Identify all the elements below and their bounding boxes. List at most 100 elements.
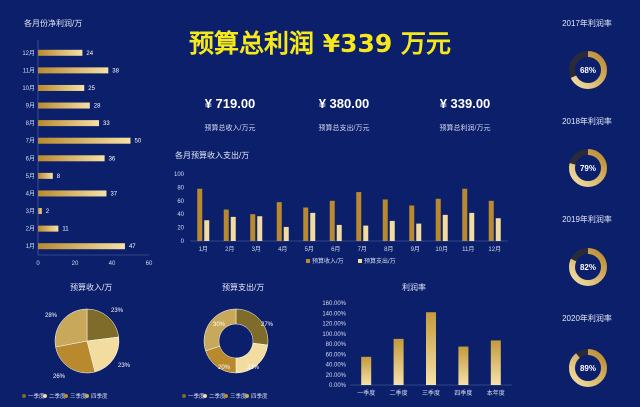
pie-legend-label: 三季度	[70, 392, 87, 400]
kpi-profit: ¥ 339.00 预算总利润/万元	[405, 96, 525, 133]
rate-tick-label: 100.00%	[322, 332, 346, 338]
pie-data-label: 23%	[118, 363, 131, 369]
cbar-legend-swatch	[358, 259, 362, 263]
cbar-bar	[276, 202, 282, 241]
hbar-category-label: 10月	[22, 85, 35, 92]
pie-data-label: 28%	[45, 313, 58, 319]
pie-legend-label: 一季度	[188, 392, 205, 400]
pie-data-label: 20%	[218, 365, 231, 371]
hbar-data-label: 37	[110, 191, 117, 197]
ring-progress	[569, 149, 607, 187]
hbar-tick-label: 40	[109, 261, 116, 267]
cbar-category-label: 6月	[331, 246, 340, 253]
ring-title-2017: 2017年利润率	[562, 19, 612, 28]
rate-bar	[361, 356, 372, 385]
pie-data-label: 30%	[213, 322, 226, 328]
pie-legend-swatch	[85, 394, 89, 398]
hbar-data-label: 33	[103, 121, 110, 127]
dashboard-title: 预算总利润 ¥339 万元	[189, 29, 451, 58]
hbar-data-label: 36	[109, 156, 116, 162]
hbar-tick-label: 60	[146, 261, 153, 267]
pie-legend-swatch	[182, 394, 186, 398]
hbar-bar	[38, 67, 109, 74]
cbar-category-label: 11月	[462, 246, 474, 253]
cbar-category-label: 7月	[358, 246, 367, 253]
pie-legend-swatch	[43, 394, 47, 398]
cbar-category-label: 2月	[225, 246, 234, 253]
pie-data-label: 26%	[53, 374, 66, 380]
cbar-bar	[462, 188, 468, 241]
rate-tick-label: 160.00%	[322, 301, 346, 307]
hbar-bar	[38, 155, 105, 162]
cbar-bar	[197, 188, 203, 241]
rate-tick-label: 0.00%	[329, 383, 347, 389]
cbar-tick-label: 20	[177, 226, 184, 232]
hbar-data-label: 38	[112, 68, 119, 74]
cbar-category-label: 10月	[435, 246, 448, 253]
ring-value-label: 79%	[580, 164, 596, 173]
cbar-bar	[303, 207, 309, 241]
rate-tick-label: 60.00%	[326, 352, 347, 358]
cbar-category-label: 12月	[488, 246, 501, 253]
hbar-bar	[38, 172, 53, 179]
hbar-data-label: 28	[94, 104, 101, 110]
hbar-bar	[38, 208, 42, 215]
pie-slice	[86, 308, 120, 342]
expense-donut-title: 预算支出/万	[222, 283, 265, 292]
pie-legend-label: 一季度	[28, 392, 45, 400]
kpi-expense-value: ¥ 380.00	[318, 96, 370, 111]
hbar-category-label: 12月	[22, 50, 35, 57]
kpi-income-value: ¥ 719.00	[204, 96, 256, 111]
pie-legend-swatch	[64, 394, 68, 398]
cbar-legend-label: 预算收入/万	[312, 257, 344, 265]
cbar-bar	[310, 212, 316, 241]
pie-legend-label: 二季度	[209, 392, 226, 400]
cbar-bar	[356, 192, 362, 241]
cbar-tick-label: 80	[177, 185, 184, 191]
kpi-expense-label: 预算总支出/万元	[318, 125, 370, 132]
rate-tick-label: 120.00%	[322, 322, 346, 328]
profit-rate-title: 利润率	[402, 283, 426, 292]
kpi-profit-label: 预算总利润/万元	[439, 125, 491, 132]
rate-bar	[490, 340, 501, 385]
cbar-tick-label: 40	[177, 212, 184, 218]
cbar-bar	[409, 205, 415, 241]
cbar-category-label: 8月	[384, 246, 393, 253]
hbar-tick-label: 0	[36, 261, 40, 267]
hbar-data-label: 24	[86, 51, 93, 57]
hbar-bar	[38, 120, 100, 127]
cbar-bar	[336, 224, 342, 241]
hbar-bar	[38, 137, 131, 144]
rate-category-label: 四季度	[454, 389, 472, 397]
cbar-bar	[223, 209, 229, 241]
cbar-bar	[488, 200, 494, 241]
monthly-budget-title: 各月预算收入支出/万	[175, 151, 250, 160]
cbar-tick-label: 60	[177, 199, 184, 205]
rate-bar	[426, 312, 436, 385]
pie-data-label: 23%	[247, 365, 260, 371]
pie-legend-swatch	[22, 394, 26, 398]
hbar-bar	[38, 243, 125, 250]
hbar-data-label: 50	[135, 139, 142, 145]
pie-legend-swatch	[245, 394, 249, 398]
pie-legend-label: 二季度	[49, 392, 66, 400]
cbar-legend-swatch	[306, 259, 310, 263]
cbar-bar	[250, 214, 256, 241]
cbar-bar	[363, 225, 369, 241]
rate-category-label: 二季度	[390, 389, 408, 397]
cbar-category-label: 5月	[305, 246, 314, 253]
rate-category-label: 一季度	[357, 389, 375, 397]
pie-legend-label: 四季度	[251, 392, 268, 400]
hbar-data-label: 11	[62, 227, 69, 233]
pie-legend-label: 三季度	[230, 392, 247, 400]
hbar-category-label: 9月	[26, 103, 35, 110]
pie-slice	[54, 308, 88, 348]
hbar-category-label: 1月	[26, 243, 35, 250]
rate-category-label: 三季度	[422, 389, 440, 397]
cbar-bar	[416, 223, 422, 241]
ring-progress	[569, 248, 607, 286]
cbar-tick-label: 100	[174, 172, 185, 178]
rate-bar	[393, 338, 404, 385]
ring-progress	[569, 349, 607, 387]
